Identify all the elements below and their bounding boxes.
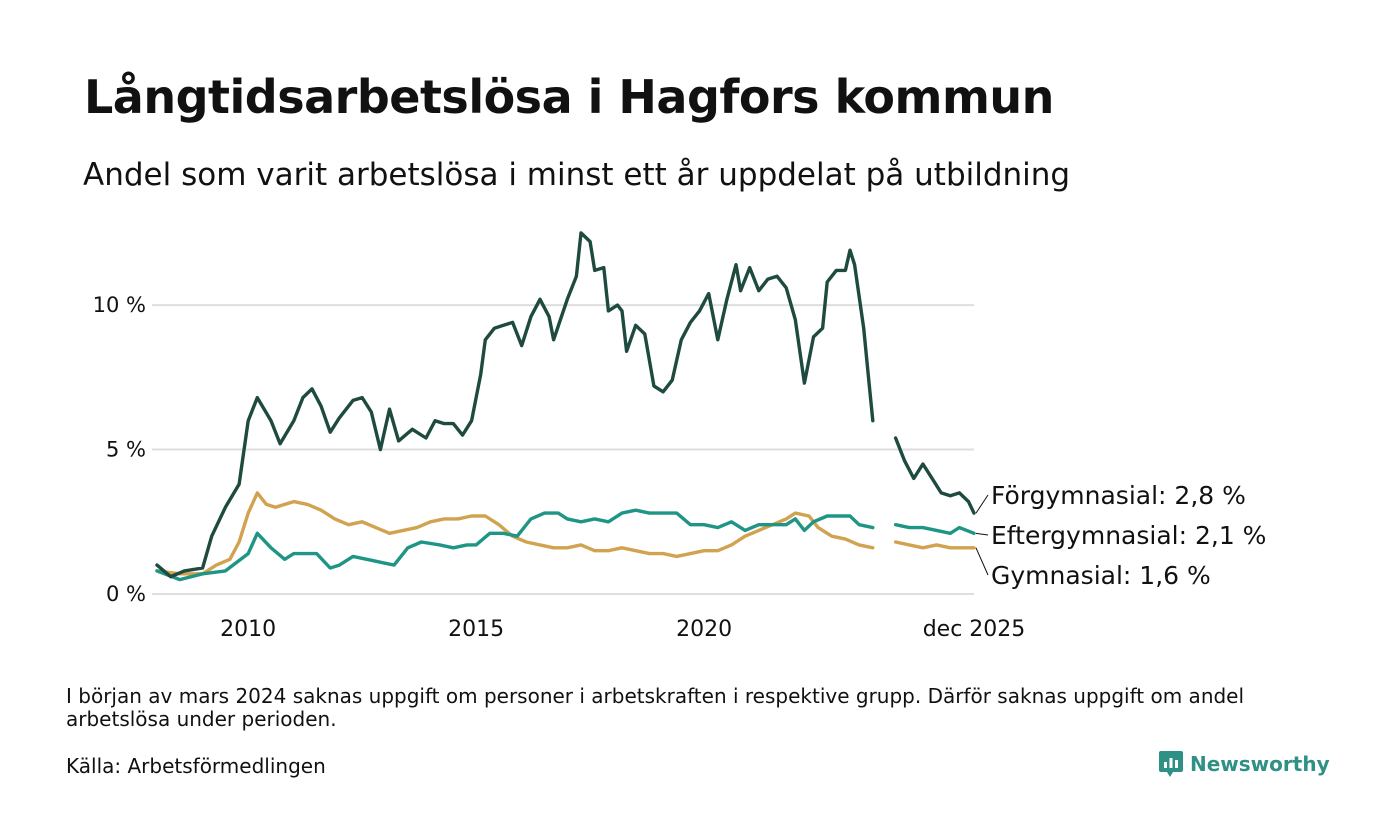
series-line-gymnasial: [155, 491, 976, 576]
y-tick-label: 10 %: [93, 293, 146, 317]
series-label-eftergymnasial: Eftergymnasial: 2,1 %: [991, 521, 1266, 550]
x-axis: 2010 2015 2020 dec 2025: [220, 617, 1025, 642]
chart-subtitle: Andel som varit arbetslösa i minst ett å…: [83, 157, 1071, 193]
x-tick-label: 2020: [676, 617, 732, 642]
series-label-gymnasial: Gymnasial: 1,6 %: [991, 561, 1211, 590]
y-tick-label: 0 %: [106, 582, 146, 606]
leader-line-gymnasial: [975, 547, 989, 576]
leader-line-eftergymnasial: [975, 532, 989, 536]
brand-logo[interactable]: Newsworthy: [1158, 747, 1330, 781]
y-axis: 0 % 5 % 10 %: [93, 293, 146, 606]
line-chart: 0 % 5 % 10 % 2010 2015 2020 dec 2025 Förgymna…: [93, 231, 1266, 642]
x-tick-label: 2010: [220, 617, 276, 642]
y-tick-label: 5 %: [106, 438, 146, 462]
series-line-forgymnasial: [155, 231, 976, 579]
footnote: I början av mars 2024 saknas uppgift om …: [66, 684, 1245, 731]
series-line-eftergymnasial: [155, 508, 976, 582]
x-tick-label: dec 2025: [923, 617, 1026, 642]
series-label-forgymnasial: Förgymnasial: 2,8 %: [991, 481, 1246, 510]
series-end-labels: Förgymnasial: 2,8 % Eftergymnasial: 2,1 %…: [975, 481, 1266, 590]
leader-line-forgymnasial: [975, 494, 989, 514]
gridlines: [152, 304, 974, 595]
x-tick-label: 2015: [448, 617, 504, 642]
series-lines: [155, 231, 976, 582]
chart-title: Långtidsarbetslösa i Hagfors kommun: [84, 70, 1054, 124]
newsworthy-logo-icon: [1159, 751, 1183, 777]
source-text: Källa: Arbetsförmedlingen: [66, 754, 326, 778]
brand-name: Newsworthy: [1190, 752, 1330, 776]
